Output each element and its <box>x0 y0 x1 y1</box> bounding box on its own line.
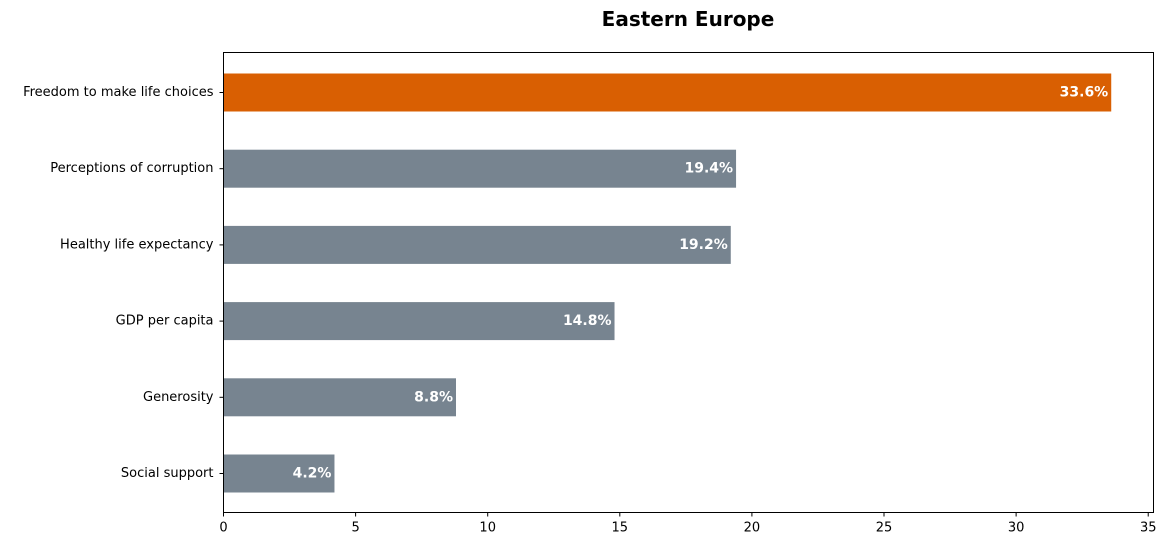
bar <box>223 73 1112 112</box>
category-label: GDP per capita <box>116 314 214 329</box>
bars-group <box>223 73 1112 493</box>
x-tick-label: 25 <box>876 521 893 536</box>
x-tick-label: 5 <box>351 521 359 536</box>
data-label: 19.2% <box>679 237 728 253</box>
category-label: Generosity <box>143 390 214 405</box>
x-tick-label: 10 <box>479 521 496 536</box>
bar <box>223 454 335 493</box>
bar <box>223 149 737 188</box>
x-tick-label: 35 <box>1140 521 1157 536</box>
bar <box>223 302 615 341</box>
category-label: Healthy life expectancy <box>60 237 214 252</box>
x-tick-label: 20 <box>744 521 761 536</box>
bar <box>223 378 456 417</box>
x-tick-label: 30 <box>1008 521 1025 536</box>
category-labels-group: Freedom to make life choices Perceptions … <box>23 85 224 481</box>
plot-frame <box>223 52 1154 513</box>
chart-title: Eastern Europe <box>602 7 775 31</box>
x-axis: 0 5 10 15 20 25 30 35 <box>219 512 1157 536</box>
category-label: Social support <box>121 466 214 481</box>
bar <box>223 225 731 264</box>
x-tick-label: 15 <box>612 521 629 536</box>
data-label: 8.8% <box>414 389 453 405</box>
x-tick-label: 0 <box>219 521 227 536</box>
data-label: 19.4% <box>684 161 733 177</box>
category-label: Perceptions of corruption <box>50 161 213 176</box>
data-label: 33.6% <box>1060 85 1109 101</box>
data-label: 14.8% <box>563 313 612 329</box>
data-labels-group: 33.6% 19.4% 19.2% 14.8% 8.8% 4.2% <box>293 85 1109 482</box>
category-label: Freedom to make life choices <box>23 85 214 100</box>
data-label: 4.2% <box>293 466 332 482</box>
